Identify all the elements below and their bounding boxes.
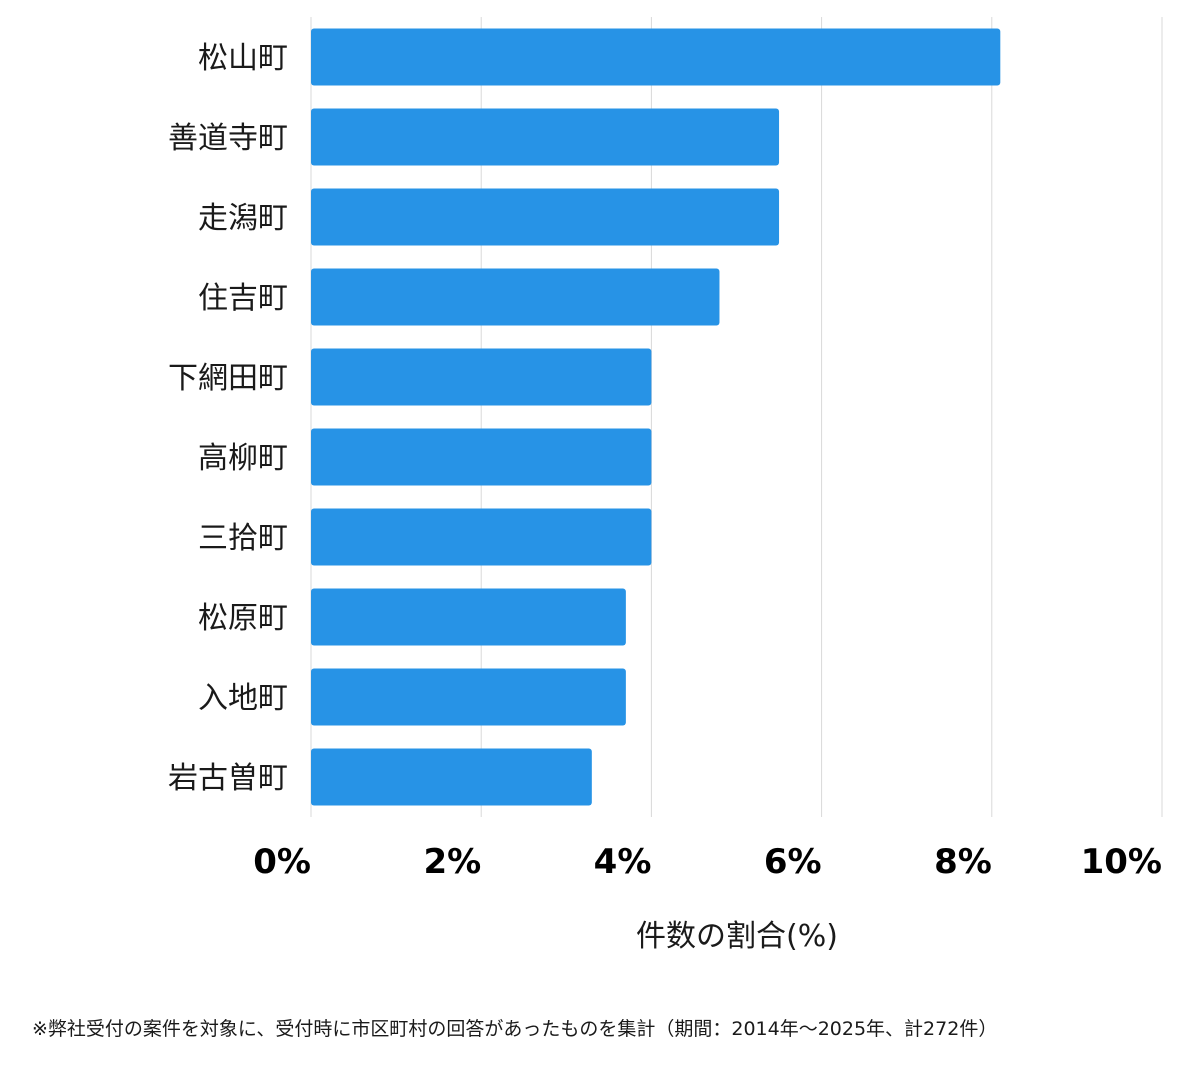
category-label: 松原町 (198, 601, 288, 636)
x-tick-label: 4% (594, 842, 652, 882)
bar (311, 188, 780, 246)
category-label: 入地町 (198, 681, 288, 716)
bar (311, 508, 652, 566)
bar (311, 588, 626, 646)
bar (311, 108, 780, 166)
category-label: 住吉町 (198, 281, 288, 316)
bar (311, 348, 652, 406)
bar (311, 28, 1001, 86)
x-tick-label: 10% (1081, 842, 1162, 882)
x-tick-label: 6% (764, 842, 822, 882)
x-tick-label: 8% (934, 842, 992, 882)
bars (311, 28, 1001, 806)
bar (311, 268, 720, 326)
bar (311, 748, 592, 806)
category-label: 下網田町 (168, 361, 288, 396)
x-axis-title: 件数の割合(%) (636, 919, 838, 954)
footnote: ※弊社受付の案件を対象に、受付時に市区町村の回答があったものを集計（期間：201… (32, 1018, 998, 1040)
bar (311, 428, 652, 486)
category-label: 高柳町 (198, 441, 288, 476)
x-tick-label: 0% (253, 842, 311, 882)
x-tick-label: 2% (423, 842, 481, 882)
category-label: 松山町 (198, 41, 288, 76)
category-label: 善道寺町 (168, 121, 288, 156)
category-label: 岩古曽町 (168, 761, 288, 796)
category-label: 三拾町 (198, 521, 288, 556)
bar (311, 668, 626, 726)
category-label: 走潟町 (198, 201, 288, 236)
x-tick-labels: 0% 2% 4% 6% 8% 10% (253, 842, 1162, 882)
